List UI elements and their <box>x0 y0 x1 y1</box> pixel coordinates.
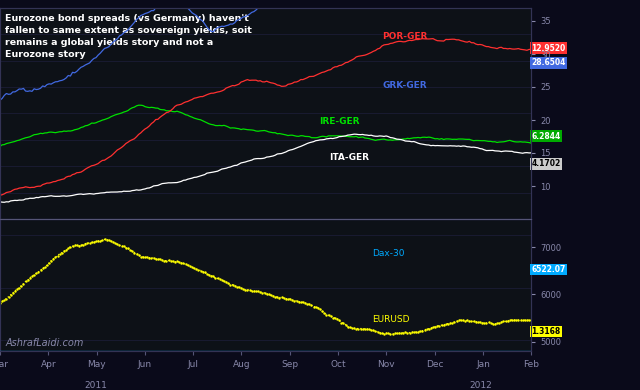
Text: AshrafLaidi.com: AshrafLaidi.com <box>5 339 84 348</box>
Text: POR-GER: POR-GER <box>383 32 428 41</box>
Text: 2012: 2012 <box>470 381 492 390</box>
Text: GRK-GER: GRK-GER <box>383 81 427 90</box>
Text: 12.9520: 12.9520 <box>531 44 566 53</box>
Text: Dax-30: Dax-30 <box>372 249 404 258</box>
Text: IRE-GER: IRE-GER <box>319 117 359 126</box>
Text: EURUSD: EURUSD <box>372 315 410 324</box>
Text: 6.2844: 6.2844 <box>531 131 561 141</box>
Text: 6522.07: 6522.07 <box>531 265 566 274</box>
Text: 1.3168: 1.3168 <box>531 327 561 336</box>
Text: 2011: 2011 <box>84 381 108 390</box>
Text: ITA-GER: ITA-GER <box>330 153 369 162</box>
Text: 4.1702: 4.1702 <box>531 160 561 168</box>
Text: Eurozone bond spreads (vs Germany) haven't
fallen to same extent as sovereign yi: Eurozone bond spreads (vs Germany) haven… <box>5 14 252 58</box>
Text: 28.6504: 28.6504 <box>531 58 566 67</box>
